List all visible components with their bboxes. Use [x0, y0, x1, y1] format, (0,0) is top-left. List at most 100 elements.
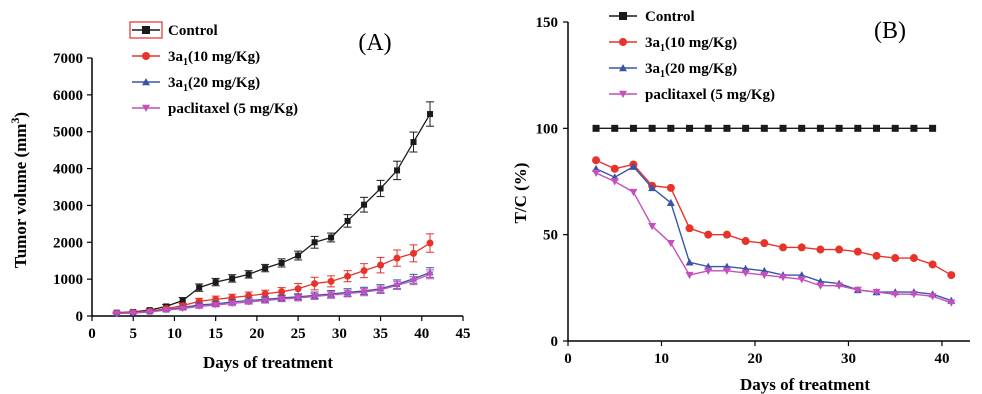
panel-a-legend-label-control: Control — [168, 23, 218, 39]
panel-b-series-dose10 — [592, 156, 956, 280]
panel-b-point-dose10 — [891, 254, 900, 263]
panel-a-x-tick-label: 0 — [88, 326, 96, 342]
panel-b-point-paclitaxel — [610, 178, 619, 186]
panel-a-line-dose10 — [116, 242, 431, 314]
panel-b-legend-label-paclitaxel: paclitaxel (5 mg/Kg) — [645, 87, 775, 103]
panel-b-point-dose20 — [666, 198, 675, 206]
panel-a-point-paclitaxel — [278, 296, 286, 303]
panel-b-point-control — [629, 124, 637, 132]
panel-a-point-dose10 — [311, 280, 319, 288]
panel-a-point-dose10 — [377, 261, 385, 269]
panel-a-point-paclitaxel — [245, 299, 253, 306]
panel-a-point-paclitaxel — [162, 307, 170, 314]
panel-b-legend-label-dose10: 3a1(10 mg/Kg) — [645, 35, 737, 54]
panel-b-point-paclitaxel — [816, 282, 825, 290]
panel-b-x-tick-label: 0 — [564, 351, 572, 367]
panel-b-point-control — [592, 124, 600, 132]
panel-b-point-paclitaxel — [928, 293, 937, 301]
panel-b-label: (B) — [874, 18, 906, 44]
panel-b-point-dose10 — [928, 260, 937, 269]
panel-b-point-control — [910, 124, 918, 132]
panel-a-legend-label-dose20: 3a1(20 mg/Kg) — [168, 75, 260, 94]
panel-a-label: (A) — [358, 30, 391, 56]
panel-a-x-tick-label: 10 — [167, 326, 182, 342]
panel-b-x-axis-label: Days of treatment — [740, 375, 870, 394]
panel-b-legend-item-dose20: 3a1(20 mg/Kg) — [609, 61, 737, 80]
panel-b-point-paclitaxel — [797, 276, 806, 284]
panel-b-x-tick-label: 20 — [747, 351, 762, 367]
panel-a-legend-item-control: Control — [129, 21, 218, 39]
panel-a-axes — [87, 57, 464, 321]
panel-a-x-tick-label: 40 — [414, 326, 429, 342]
panel-a-point-control — [394, 167, 401, 174]
panel-a-point-paclitaxel — [377, 287, 385, 294]
panel-a-point-dose10 — [393, 254, 401, 262]
panel-a-y-tick-label: 5000 — [53, 125, 83, 141]
panel-b-legend-label-subscript: 1 — [660, 43, 665, 54]
panel-a-y-tick-label: 0 — [76, 309, 84, 325]
panel-b-y-tick-label: 100 — [536, 121, 559, 137]
panel-b-point-dose10 — [816, 245, 825, 254]
panel-a-y-tick-label: 7000 — [53, 51, 83, 67]
panel-a-point-control — [245, 271, 252, 278]
panel-a-series — [112, 101, 435, 317]
panel-a-point-control — [344, 217, 351, 224]
panel-b-legend-label-subscript: 1 — [660, 69, 665, 80]
panel-b-point-paclitaxel — [835, 282, 844, 290]
panel-a-tick-labels: 0 5 10 15 20 25 30 35 40 45 0 1000 2000 3000 4000 5000 6… — [53, 51, 471, 342]
panel-a-y-tick-label: 4000 — [53, 162, 83, 178]
panel-b-x-tick-label: 10 — [654, 351, 669, 367]
panel-a-x-tick-label: 25 — [291, 326, 306, 342]
panel-a-point-paclitaxel — [327, 292, 335, 299]
panel-b: 0 10 20 30 40 0 50 100 150 Days of treatment T/C… — [511, 9, 970, 394]
panel-b-series-paclitaxel — [592, 169, 956, 307]
panel-a-point-control — [196, 284, 203, 291]
panel-a-legend-marker-dose10 — [142, 52, 150, 60]
panel-a-point-paclitaxel — [228, 300, 236, 307]
panel-b-point-paclitaxel — [592, 169, 601, 177]
panel-b-legend-marker-control — [619, 12, 627, 20]
panel-a-point-control — [278, 259, 285, 266]
panel-b-point-paclitaxel — [760, 271, 769, 280]
panel-a-point-paclitaxel — [426, 271, 434, 278]
panel-b-legend-label-main: 3a — [645, 61, 661, 77]
panel-b-point-paclitaxel — [666, 239, 675, 248]
panel-a-legend-item-dose10: 3a1(10 mg/Kg) — [132, 49, 260, 68]
panel-a-x-tick-label: 35 — [373, 326, 388, 342]
panel-a-point-paclitaxel — [129, 310, 137, 317]
panel-a-x-tick-label: 15 — [208, 326, 223, 342]
panel-a-point-paclitaxel — [261, 297, 269, 305]
panel-b-point-control — [835, 124, 843, 132]
panel-b-point-control — [611, 124, 619, 132]
panel-b-point-control — [891, 124, 899, 132]
panel-a-point-dose10 — [261, 290, 269, 298]
panel-b-legend-label-main: paclitaxel (5 mg/Kg) — [645, 87, 775, 103]
panel-a-point-paclitaxel — [393, 282, 401, 289]
panel-a-point-paclitaxel — [311, 293, 319, 300]
panel-a-point-paclitaxel — [179, 305, 187, 313]
panel-a-point-dose10 — [360, 267, 368, 275]
panel-a-point-paclitaxel — [195, 303, 203, 310]
panel-b-point-dose10 — [947, 271, 956, 280]
panel-a-point-control — [262, 265, 269, 272]
panel-b-point-paclitaxel — [909, 291, 918, 299]
panel-a-series-paclitaxel — [112, 269, 435, 317]
panel-b-legend-marker-dose20 — [619, 64, 627, 72]
panel-a-legend-label-main: 3a — [168, 49, 184, 65]
panel-a-x-tick-label: 20 — [249, 326, 264, 342]
panel-a-point-control — [427, 111, 434, 118]
panel-b-point-control — [873, 124, 881, 132]
panel-b-point-control — [798, 124, 806, 132]
panel-b-point-dose10 — [685, 224, 694, 233]
panel-a-point-paclitaxel — [410, 277, 418, 285]
panel-b-point-dose10 — [853, 247, 862, 256]
panel-b-legend-label-main: Control — [645, 9, 695, 25]
panel-b-axes — [563, 21, 970, 346]
panel-b-legend-label-rest: (10 mg/Kg) — [665, 35, 737, 51]
panel-a-point-control — [212, 279, 219, 286]
panel-a-line-control — [116, 113, 431, 314]
panel-b-series-control — [592, 124, 937, 132]
panel-a-point-control — [328, 234, 335, 241]
panel-a-legend-marker-dose20 — [142, 78, 150, 86]
